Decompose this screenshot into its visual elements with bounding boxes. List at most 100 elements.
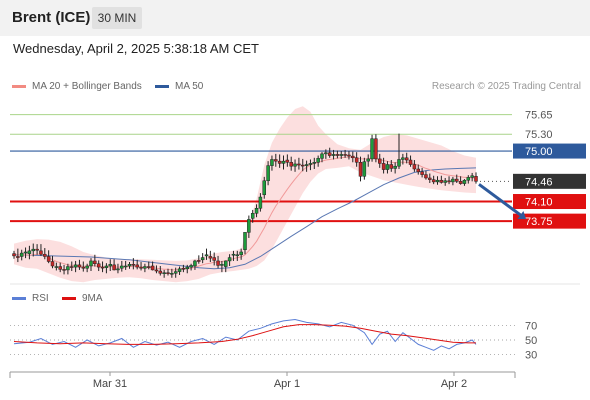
candle bbox=[100, 261, 105, 273]
candle-body-up bbox=[200, 257, 205, 261]
candle-body-up bbox=[470, 175, 474, 178]
candle-body-up bbox=[235, 254, 240, 257]
candle-body-down bbox=[327, 152, 332, 156]
level-tag-pivot bbox=[513, 143, 586, 159]
candle bbox=[35, 244, 39, 255]
legend-ma20: MA 20 + Bollinger Bands bbox=[12, 81, 142, 92]
candle bbox=[193, 259, 197, 270]
candle bbox=[139, 262, 143, 271]
candle bbox=[123, 260, 128, 270]
candle bbox=[70, 261, 74, 272]
candle-body-down bbox=[447, 180, 451, 183]
candle bbox=[46, 250, 51, 264]
candle-body-down bbox=[424, 174, 428, 179]
candle bbox=[77, 259, 82, 270]
candle-body-down bbox=[158, 270, 163, 274]
candle-body-down bbox=[431, 179, 436, 183]
instrument-title: Brent (ICE) bbox=[12, 9, 91, 26]
legend-rsi-label: RSI bbox=[32, 293, 49, 304]
rsi-line bbox=[13, 318, 477, 351]
candle bbox=[173, 267, 178, 278]
candle bbox=[316, 155, 320, 167]
candle bbox=[408, 155, 413, 167]
candle-body-down bbox=[135, 264, 139, 268]
candle bbox=[270, 155, 274, 171]
timeframe-badge[interactable]: 30 MIN bbox=[92, 7, 142, 29]
candle-body-up bbox=[27, 250, 32, 254]
candle-body-down bbox=[354, 157, 359, 163]
candle bbox=[370, 134, 374, 162]
time-axis-label: Apr 2 bbox=[441, 378, 467, 390]
candle bbox=[197, 255, 201, 264]
candle-body-up bbox=[250, 213, 255, 219]
candle bbox=[27, 245, 32, 260]
candle bbox=[320, 152, 324, 163]
candle-body-down bbox=[416, 168, 420, 173]
candle-body-down bbox=[81, 266, 86, 269]
candle-body-up bbox=[262, 180, 266, 196]
candle bbox=[324, 149, 328, 159]
candle-body-down bbox=[112, 264, 116, 271]
candle-body-up bbox=[85, 265, 89, 269]
candle bbox=[81, 261, 86, 272]
candle bbox=[393, 162, 397, 174]
chart-header: Brent (ICE) 30 MIN bbox=[0, 0, 590, 36]
candle bbox=[170, 268, 174, 278]
candle bbox=[285, 154, 290, 167]
candle bbox=[335, 150, 340, 159]
candle bbox=[235, 250, 240, 261]
candle bbox=[93, 254, 97, 267]
level-label-resistance: 75.65 bbox=[525, 110, 553, 122]
research-credit: Research © 2025 Trading Central bbox=[431, 81, 581, 92]
candle bbox=[12, 250, 16, 259]
candle bbox=[166, 268, 170, 276]
candle bbox=[439, 175, 444, 184]
candle-body-up bbox=[362, 161, 367, 177]
candle bbox=[274, 153, 278, 167]
level-label-support: 74.10 bbox=[525, 197, 553, 209]
candle bbox=[150, 261, 155, 271]
candle bbox=[443, 177, 447, 186]
candle-body-down bbox=[216, 260, 220, 266]
candle bbox=[293, 159, 297, 172]
candle bbox=[401, 153, 405, 165]
candle-body-up bbox=[189, 265, 193, 268]
candle-body-up bbox=[31, 248, 35, 252]
candle-body-down bbox=[150, 265, 155, 271]
candle-body-up bbox=[54, 266, 59, 268]
candle bbox=[143, 263, 147, 273]
forecast-arrow-head bbox=[517, 210, 527, 220]
candle bbox=[470, 172, 474, 182]
candle bbox=[208, 250, 213, 263]
candle-body-up bbox=[385, 164, 390, 170]
candle bbox=[358, 156, 363, 182]
candle bbox=[135, 259, 139, 270]
level-label-pivot: 75.00 bbox=[525, 146, 553, 158]
candle-body-down bbox=[378, 158, 382, 164]
candle bbox=[266, 161, 270, 186]
candle-body-up bbox=[239, 251, 243, 256]
candle-body-down bbox=[351, 155, 355, 159]
candle-body-up bbox=[247, 219, 251, 233]
candle bbox=[250, 209, 255, 223]
candle bbox=[89, 258, 93, 272]
candle bbox=[262, 176, 266, 199]
candle-body-down bbox=[412, 164, 417, 170]
candle-body-up bbox=[451, 178, 455, 183]
candle bbox=[85, 263, 89, 273]
candle bbox=[404, 152, 409, 164]
candle bbox=[474, 172, 478, 184]
candle bbox=[301, 158, 305, 172]
candle bbox=[389, 160, 394, 172]
candle-body-up bbox=[308, 163, 313, 165]
candle-body-up bbox=[116, 268, 120, 271]
candle-body-down bbox=[389, 164, 394, 169]
candle bbox=[362, 157, 367, 180]
candle-body-down bbox=[420, 171, 424, 175]
candle bbox=[131, 258, 136, 270]
candle-body-up bbox=[177, 268, 182, 272]
candle bbox=[385, 161, 390, 174]
candle-body-down bbox=[374, 138, 378, 160]
candle bbox=[381, 157, 386, 174]
